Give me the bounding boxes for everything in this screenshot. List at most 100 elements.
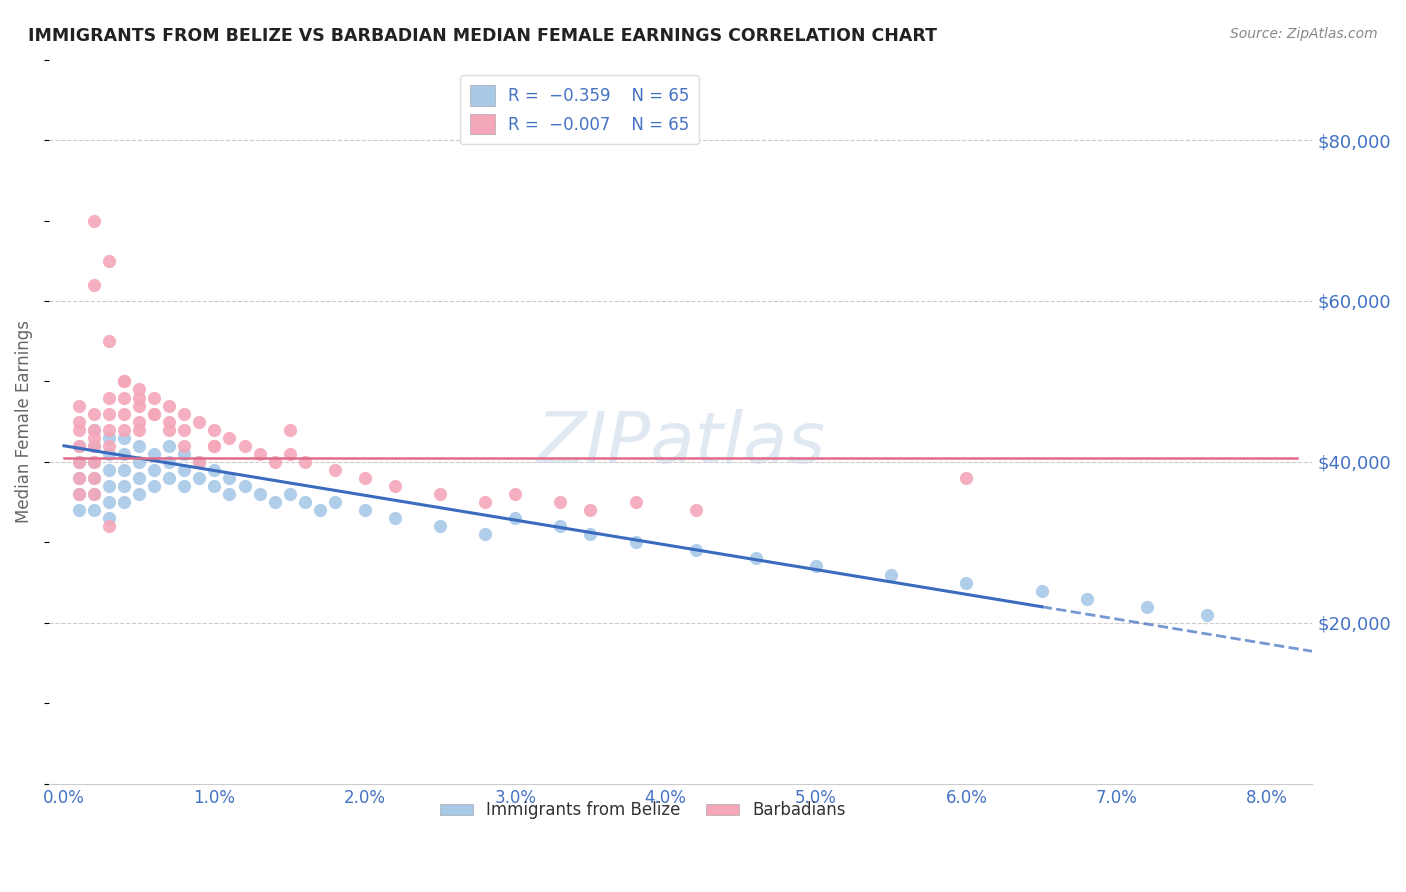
Point	[112, 423, 135, 437]
Point	[83, 471, 105, 485]
Point	[83, 213, 105, 227]
Y-axis label: Median Female Earnings: Median Female Earnings	[15, 320, 32, 524]
Point	[353, 503, 375, 517]
Point	[112, 375, 135, 389]
Point	[157, 439, 180, 453]
Point	[83, 439, 105, 453]
Point	[98, 423, 121, 437]
Point	[128, 423, 150, 437]
Point	[685, 503, 707, 517]
Point	[128, 391, 150, 405]
Point	[233, 439, 256, 453]
Point	[188, 415, 211, 429]
Point	[278, 487, 301, 501]
Point	[67, 439, 90, 453]
Point	[173, 439, 195, 453]
Point	[157, 471, 180, 485]
Point	[83, 471, 105, 485]
Point	[67, 487, 90, 501]
Point	[263, 455, 285, 469]
Point	[173, 447, 195, 461]
Point	[67, 503, 90, 517]
Text: Source: ZipAtlas.com: Source: ZipAtlas.com	[1230, 27, 1378, 41]
Point	[249, 487, 271, 501]
Point	[249, 447, 271, 461]
Point	[98, 431, 121, 445]
Point	[503, 511, 526, 525]
Point	[880, 567, 903, 582]
Point	[67, 471, 90, 485]
Point	[218, 487, 240, 501]
Point	[233, 479, 256, 493]
Point	[624, 495, 647, 509]
Point	[294, 495, 316, 509]
Point	[112, 463, 135, 477]
Point	[474, 527, 496, 541]
Point	[83, 455, 105, 469]
Point	[955, 575, 977, 590]
Point	[955, 471, 977, 485]
Point	[384, 479, 406, 493]
Point	[204, 479, 226, 493]
Point	[278, 423, 301, 437]
Point	[112, 495, 135, 509]
Point	[83, 423, 105, 437]
Point	[550, 519, 572, 533]
Point	[157, 415, 180, 429]
Point	[685, 543, 707, 558]
Point	[173, 479, 195, 493]
Point	[112, 447, 135, 461]
Point	[98, 463, 121, 477]
Point	[112, 407, 135, 421]
Point	[308, 503, 330, 517]
Point	[83, 423, 105, 437]
Point	[278, 447, 301, 461]
Point	[173, 407, 195, 421]
Point	[67, 415, 90, 429]
Point	[188, 471, 211, 485]
Point	[128, 399, 150, 413]
Point	[263, 495, 285, 509]
Point	[429, 487, 451, 501]
Point	[173, 423, 195, 437]
Text: IMMIGRANTS FROM BELIZE VS BARBADIAN MEDIAN FEMALE EARNINGS CORRELATION CHART: IMMIGRANTS FROM BELIZE VS BARBADIAN MEDI…	[28, 27, 938, 45]
Point	[83, 277, 105, 292]
Point	[624, 535, 647, 549]
Point	[143, 447, 166, 461]
Point	[67, 455, 90, 469]
Point	[98, 519, 121, 533]
Point	[128, 455, 150, 469]
Point	[503, 487, 526, 501]
Point	[98, 479, 121, 493]
Point	[474, 495, 496, 509]
Point	[173, 463, 195, 477]
Point	[112, 375, 135, 389]
Point	[128, 487, 150, 501]
Point	[98, 447, 121, 461]
Point	[745, 551, 768, 566]
Point	[204, 463, 226, 477]
Point	[429, 519, 451, 533]
Point	[143, 407, 166, 421]
Point	[579, 503, 602, 517]
Point	[83, 407, 105, 421]
Point	[98, 511, 121, 525]
Point	[112, 391, 135, 405]
Point	[98, 391, 121, 405]
Point	[98, 495, 121, 509]
Point	[550, 495, 572, 509]
Point	[157, 423, 180, 437]
Point	[1136, 599, 1159, 614]
Point	[67, 439, 90, 453]
Point	[188, 455, 211, 469]
Point	[67, 455, 90, 469]
Legend: Immigrants from Belize, Barbadians: Immigrants from Belize, Barbadians	[433, 795, 852, 826]
Point	[1031, 583, 1053, 598]
Point	[83, 503, 105, 517]
Point	[323, 463, 346, 477]
Point	[112, 479, 135, 493]
Point	[157, 455, 180, 469]
Point	[83, 487, 105, 501]
Point	[67, 399, 90, 413]
Point	[67, 471, 90, 485]
